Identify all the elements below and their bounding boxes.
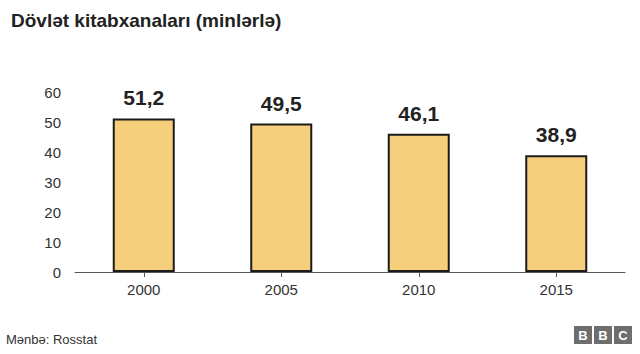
- svg-text:40: 40: [44, 144, 61, 161]
- svg-text:0: 0: [53, 264, 61, 281]
- svg-text:2010: 2010: [402, 281, 435, 298]
- svg-text:49,5: 49,5: [261, 92, 302, 115]
- svg-text:10: 10: [44, 234, 61, 251]
- svg-text:Dövlət kitabxanaları (minlərlə: Dövlət kitabxanaları (minlərlə): [11, 10, 281, 31]
- svg-text:B: B: [598, 328, 607, 343]
- svg-text:2015: 2015: [540, 281, 573, 298]
- svg-text:46,1: 46,1: [398, 102, 439, 125]
- svg-text:2005: 2005: [265, 281, 298, 298]
- svg-text:51,2: 51,2: [123, 86, 164, 109]
- svg-text:B: B: [578, 328, 587, 343]
- svg-text:30: 30: [44, 174, 61, 191]
- svg-text:38,9: 38,9: [536, 123, 577, 146]
- svg-text:60: 60: [44, 84, 61, 101]
- svg-text:2000: 2000: [127, 281, 160, 298]
- svg-text:Mənbə: Rosstat: Mənbə: Rosstat: [6, 332, 97, 347]
- svg-text:20: 20: [44, 204, 61, 221]
- svg-text:C: C: [618, 328, 628, 343]
- svg-text:50: 50: [44, 114, 61, 131]
